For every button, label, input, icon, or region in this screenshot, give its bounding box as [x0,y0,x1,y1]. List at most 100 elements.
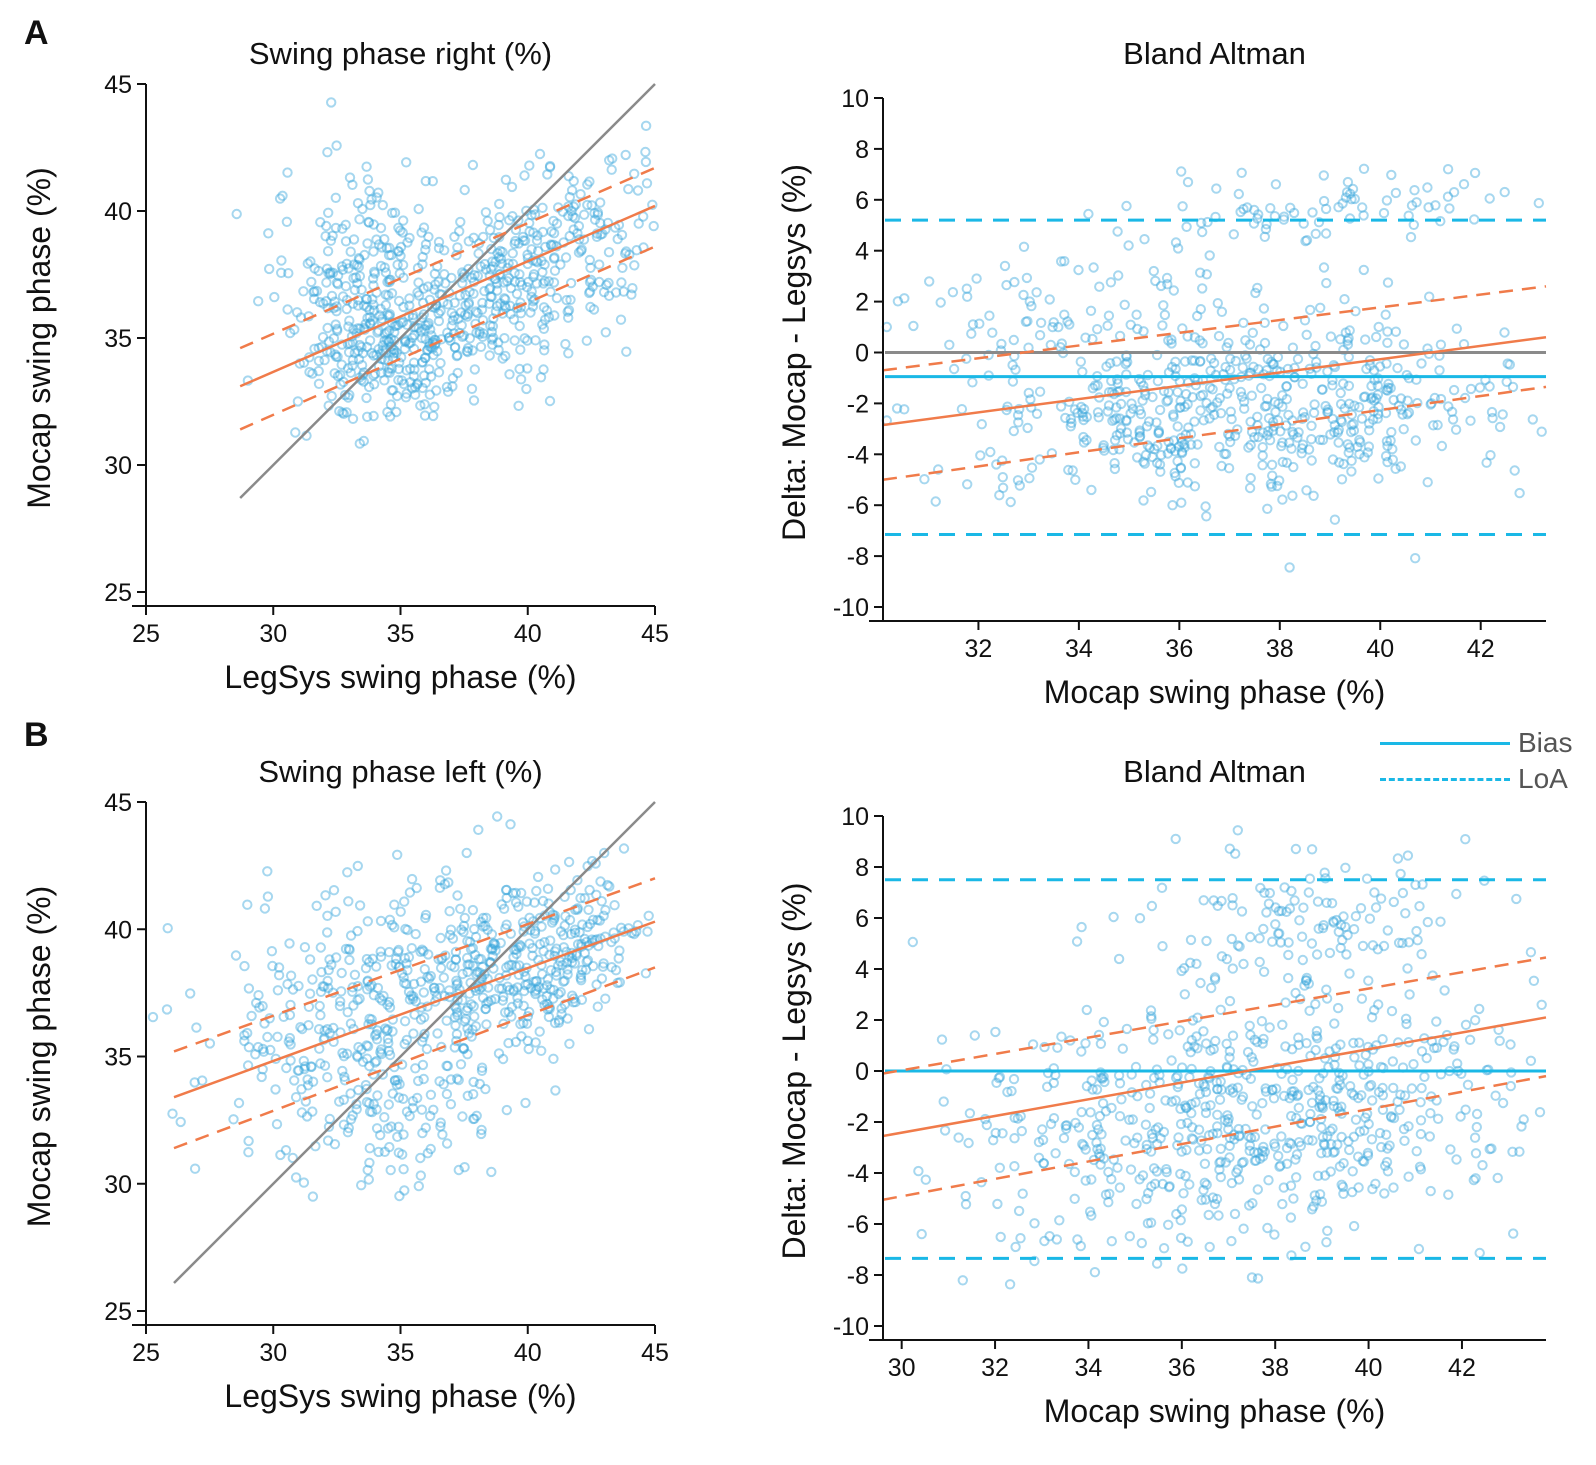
data-point [1343,333,1354,344]
data-point [1210,369,1222,381]
data-point [257,1000,268,1012]
data-point [1281,1142,1293,1154]
data-point [1321,984,1332,995]
data-point [1179,401,1190,412]
data-point [462,1023,473,1034]
data-point [453,313,464,324]
data-point [397,227,408,238]
data-point [1137,395,1148,406]
data-point [1111,430,1123,441]
data-point [319,1060,331,1071]
data-point [340,281,352,292]
data-point [352,198,364,209]
data-point [1175,1118,1187,1130]
data-point [1284,1137,1295,1148]
scatter-points [907,825,1547,1290]
data-point [598,958,609,969]
data-point [1412,935,1423,946]
data-point [1262,353,1274,365]
data-point [1346,194,1357,205]
data-point [1184,1179,1195,1190]
data-point [1131,309,1142,320]
data-point [445,924,457,935]
data-point [1094,1110,1106,1122]
data-point [1327,380,1338,391]
data-point [343,392,354,403]
data-point [1267,1084,1278,1095]
data-point [1415,1128,1427,1140]
data-point [197,1075,208,1086]
data-point [371,1104,382,1115]
data-point [430,338,441,349]
data-point [292,396,304,407]
data-point [1485,450,1496,461]
data-point [332,351,343,362]
data-point [1198,1184,1209,1196]
data-point [452,1007,463,1018]
data-point [1266,459,1278,470]
data-point [384,914,396,925]
data-point [434,1076,445,1087]
data-point [518,235,529,246]
data-point [1494,1035,1505,1047]
data-point [1075,1240,1087,1252]
data-point [486,1166,497,1178]
data-point [1093,1124,1104,1135]
data-point [1140,1119,1152,1130]
data-point [1392,362,1403,374]
data-point [1194,356,1206,367]
data-point [490,993,501,1005]
data-point [1366,1012,1378,1023]
data-point [482,215,493,227]
data-point [1235,386,1247,398]
data-point [576,244,587,255]
data-point [1092,324,1103,335]
data-point [470,931,482,943]
data-point [415,976,427,987]
data-point [537,226,549,238]
data-point [400,392,412,403]
data-point [386,385,397,396]
data-point [417,312,428,323]
data-point [1239,403,1250,414]
data-point [352,323,364,334]
data-point [446,960,457,971]
data-point [503,1037,514,1049]
data-point [233,1097,245,1109]
data-point [522,979,533,990]
data-point [514,276,526,288]
data-point [501,884,512,896]
data-point [588,304,600,315]
data-point [383,250,395,261]
data-point [1381,1156,1393,1168]
data-point [416,332,427,344]
data-point [1132,1091,1143,1102]
data-point [242,1027,253,1039]
data-point [1320,400,1331,412]
data-point [324,268,336,280]
data-point [1225,436,1236,448]
data-point [1301,975,1312,986]
data-point [1193,1124,1205,1135]
data-point [1199,1177,1211,1189]
data-point [1287,1090,1298,1101]
data-point [505,819,516,830]
data-point [493,337,504,348]
data-point [564,1038,575,1050]
data-point [462,346,473,358]
data-point [459,912,470,924]
data-point [1034,386,1046,397]
data-point [368,219,379,230]
data-point [1381,1129,1392,1140]
data-point [1419,1071,1430,1083]
data-point [259,903,271,914]
x-tick-label: 42 [1448,1354,1476,1382]
data-point [366,194,377,205]
data-point [419,410,431,421]
data-point [525,983,537,994]
data-point [476,1065,488,1077]
data-point [488,313,499,324]
data-point [1091,1084,1103,1095]
data-point [540,241,551,253]
data-point [436,334,447,345]
